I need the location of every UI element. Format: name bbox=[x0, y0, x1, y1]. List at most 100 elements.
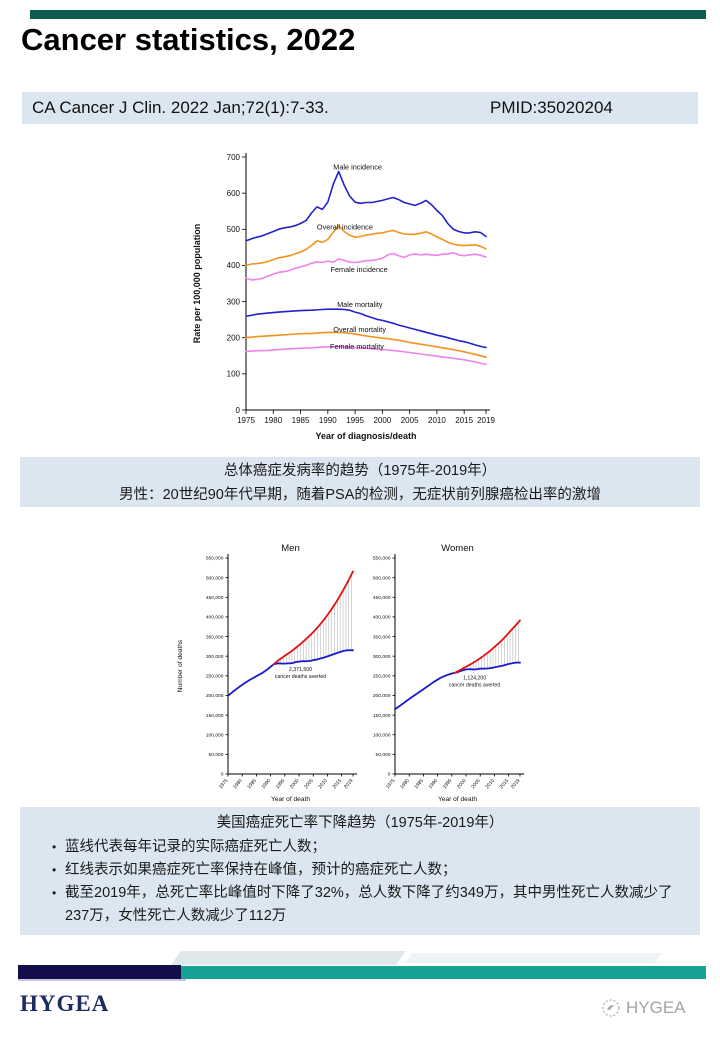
svg-text:1990: 1990 bbox=[319, 416, 337, 425]
svg-text:Men: Men bbox=[281, 543, 299, 554]
svg-text:150,000: 150,000 bbox=[373, 713, 391, 719]
svg-text:400,000: 400,000 bbox=[206, 615, 224, 621]
svg-text:Overall incidence: Overall incidence bbox=[317, 222, 373, 231]
svg-text:2010: 2010 bbox=[317, 778, 329, 790]
svg-text:1995: 1995 bbox=[275, 778, 287, 790]
svg-text:0: 0 bbox=[221, 772, 224, 778]
mortality-note-bullets: 蓝线代表每年记录的实际癌症死亡人数； 红线表示如果癌症死亡率保持在峰值，预计的癌… bbox=[20, 836, 700, 928]
svg-text:550,000: 550,000 bbox=[206, 556, 224, 562]
svg-text:2005: 2005 bbox=[401, 416, 419, 425]
svg-text:Women: Women bbox=[441, 543, 474, 554]
footer-teal-bar bbox=[181, 966, 706, 979]
svg-text:150,000: 150,000 bbox=[206, 713, 224, 719]
incidence-note-line2: 男性：20世纪90年代早期，随着PSA的检测，无症状前列腺癌检出率的激增 bbox=[119, 487, 601, 503]
svg-text:1985: 1985 bbox=[413, 778, 425, 790]
svg-text:Year of death: Year of death bbox=[271, 796, 310, 803]
svg-text:1975: 1975 bbox=[385, 778, 397, 790]
svg-text:50,000: 50,000 bbox=[376, 752, 391, 758]
svg-text:2019: 2019 bbox=[343, 778, 355, 790]
svg-text:1995: 1995 bbox=[346, 416, 364, 425]
svg-text:350,000: 350,000 bbox=[373, 634, 391, 640]
svg-text:300: 300 bbox=[227, 297, 241, 306]
svg-text:Female mortality: Female mortality bbox=[330, 342, 384, 351]
svg-text:1980: 1980 bbox=[264, 416, 282, 425]
citation-bar: CA Cancer J Clin. 2022 Jan;72(1):7-33. P… bbox=[22, 92, 698, 124]
svg-text:400,000: 400,000 bbox=[373, 615, 391, 621]
svg-text:2,371,500: 2,371,500 bbox=[289, 667, 312, 673]
svg-text:600: 600 bbox=[227, 189, 241, 198]
footer-decoration bbox=[171, 951, 406, 965]
svg-text:1975: 1975 bbox=[218, 778, 230, 790]
svg-text:Year of diagnosis/death: Year of diagnosis/death bbox=[315, 431, 416, 441]
svg-text:Year of death: Year of death bbox=[438, 796, 477, 803]
svg-text:50,000: 50,000 bbox=[209, 752, 224, 758]
svg-text:2010: 2010 bbox=[484, 778, 496, 790]
svg-text:1980: 1980 bbox=[399, 778, 411, 790]
svg-text:200,000: 200,000 bbox=[373, 693, 391, 699]
footer-decoration bbox=[404, 953, 662, 963]
svg-text:2010: 2010 bbox=[428, 416, 446, 425]
svg-text:250,000: 250,000 bbox=[206, 674, 224, 680]
svg-text:2005: 2005 bbox=[470, 778, 482, 790]
incidence-mortality-chart: 0 100 200 300 400 500 600 700 1975 1980 1985 1990 19… bbox=[192, 153, 495, 441]
citation-text: CA Cancer J Clin. 2022 Jan;72(1):7-33. bbox=[32, 98, 329, 117]
svg-text:300,000: 300,000 bbox=[373, 654, 391, 660]
svg-text:1,124,200: 1,124,200 bbox=[463, 676, 486, 682]
svg-text:1980: 1980 bbox=[232, 778, 244, 790]
watermark-logo-icon bbox=[602, 999, 620, 1017]
svg-text:200: 200 bbox=[227, 334, 241, 343]
svg-text:2005: 2005 bbox=[303, 778, 315, 790]
mortality-note-box: 美国癌症死亡率下降趋势（1975年-2019年） 蓝线代表每年记录的实际癌症死亡… bbox=[20, 807, 700, 935]
page-title: Cancer statistics, 2022 bbox=[21, 22, 356, 57]
svg-text:Male incidence: Male incidence bbox=[333, 163, 382, 172]
svg-text:0: 0 bbox=[388, 772, 391, 778]
svg-text:100: 100 bbox=[227, 370, 241, 379]
svg-text:2015: 2015 bbox=[332, 778, 344, 790]
svg-text:2019: 2019 bbox=[510, 778, 522, 790]
svg-text:2015: 2015 bbox=[499, 778, 511, 790]
footer-navy-bar bbox=[18, 965, 181, 979]
svg-text:300,000: 300,000 bbox=[206, 654, 224, 660]
svg-text:500,000: 500,000 bbox=[206, 575, 224, 581]
svg-text:cancer deaths averted: cancer deaths averted bbox=[449, 683, 500, 689]
svg-text:250,000: 250,000 bbox=[373, 674, 391, 680]
bullet-item: 截至2019年，总死亡率比峰值时下降了32%，总人数下降了约349万，其中男性死… bbox=[52, 882, 682, 928]
svg-text:2000: 2000 bbox=[456, 778, 468, 790]
bullet-item: 蓝线代表每年记录的实际癌症死亡人数； bbox=[52, 836, 682, 859]
svg-text:1990: 1990 bbox=[428, 778, 440, 790]
svg-text:Male mortality: Male mortality bbox=[337, 300, 383, 309]
pmid-text: PMID:35020204 bbox=[490, 98, 613, 117]
svg-text:100,000: 100,000 bbox=[373, 732, 391, 738]
top-accent-bar bbox=[30, 10, 706, 19]
svg-text:Overall mortality: Overall mortality bbox=[333, 325, 386, 334]
footer-underline bbox=[18, 979, 186, 981]
watermark: HYGEA bbox=[600, 997, 686, 1019]
svg-text:Female incidence: Female incidence bbox=[331, 265, 388, 274]
women-deaths-chart: Women 0 50,000 100,000 150,000 200,000 250,000… bbox=[373, 543, 524, 803]
svg-text:350,000: 350,000 bbox=[206, 634, 224, 640]
svg-text:100,000: 100,000 bbox=[206, 732, 224, 738]
svg-text:2000: 2000 bbox=[373, 416, 391, 425]
svg-text:500: 500 bbox=[227, 225, 241, 234]
svg-text:550,000: 550,000 bbox=[373, 556, 391, 562]
men-deaths-chart: Men 0 50,000 100,000 150,000 200,000 250,000 30… bbox=[177, 543, 357, 803]
svg-text:1995: 1995 bbox=[442, 778, 454, 790]
svg-text:1990: 1990 bbox=[261, 778, 273, 790]
brand-logo-text: HYGEA bbox=[20, 991, 110, 1016]
watermark-text: HYGEA bbox=[626, 998, 686, 1017]
svg-text:1985: 1985 bbox=[292, 416, 310, 425]
svg-text:2019: 2019 bbox=[477, 416, 495, 425]
svg-text:1975: 1975 bbox=[237, 416, 255, 425]
mortality-note-title: 美国癌症死亡率下降趋势（1975年-2019年） bbox=[216, 815, 504, 831]
svg-text:2000: 2000 bbox=[289, 778, 301, 790]
svg-text:0: 0 bbox=[236, 406, 241, 415]
svg-text:Number of deaths: Number of deaths bbox=[177, 639, 184, 692]
incidence-note-box: 总体癌症发病率的趋势（1975年-2019年） 男性：20世纪90年代早期，随着… bbox=[20, 457, 700, 507]
svg-text:450,000: 450,000 bbox=[373, 595, 391, 601]
bullet-item: 红线表示如果癌症死亡率保持在峰值，预计的癌症死亡人数； bbox=[52, 859, 682, 882]
svg-text:450,000: 450,000 bbox=[206, 595, 224, 601]
svg-text:1985: 1985 bbox=[246, 778, 258, 790]
incidence-note-line1: 总体癌症发病率的趋势（1975年-2019年） bbox=[223, 463, 497, 479]
svg-text:200,000: 200,000 bbox=[206, 693, 224, 699]
